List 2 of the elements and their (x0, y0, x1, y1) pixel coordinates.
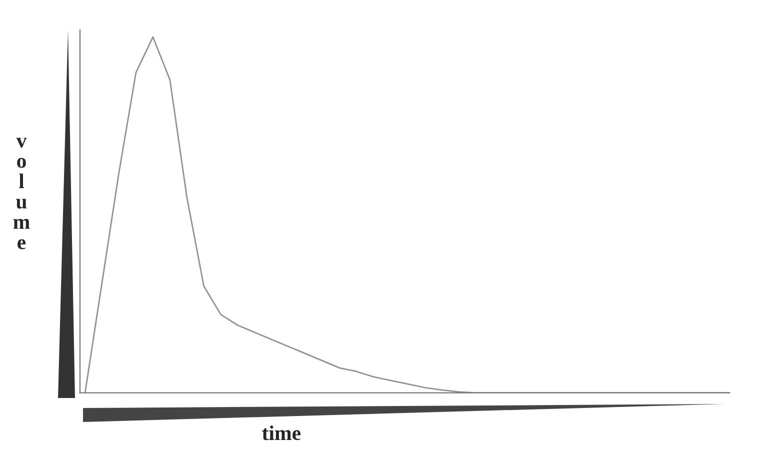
y-axis-title: volume (13, 138, 30, 250)
x-axis-title: time (262, 426, 301, 440)
